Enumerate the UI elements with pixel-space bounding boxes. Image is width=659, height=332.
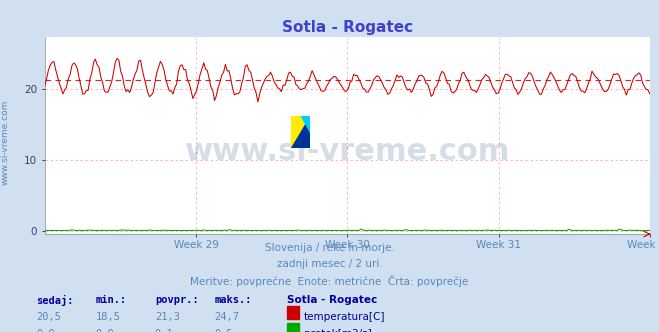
Text: 0,0: 0,0 (36, 329, 55, 332)
Text: 0,1: 0,1 (155, 329, 173, 332)
Text: zadnji mesec / 2 uri.: zadnji mesec / 2 uri. (277, 259, 382, 269)
Text: 24,7: 24,7 (214, 312, 239, 322)
Polygon shape (291, 116, 310, 148)
Text: maks.:: maks.: (214, 295, 252, 305)
Text: www.si-vreme.com: www.si-vreme.com (1, 100, 10, 186)
Text: 0,0: 0,0 (96, 329, 114, 332)
Title: Sotla - Rogatec: Sotla - Rogatec (282, 20, 413, 35)
Polygon shape (291, 116, 310, 148)
Text: 0,5: 0,5 (214, 329, 233, 332)
Polygon shape (301, 116, 310, 132)
Text: sedaj:: sedaj: (36, 295, 74, 306)
Text: 18,5: 18,5 (96, 312, 121, 322)
Text: Slovenija / reke in morje.: Slovenija / reke in morje. (264, 243, 395, 253)
Text: Meritve: povprečne  Enote: metrične  Črta: povprečje: Meritve: povprečne Enote: metrične Črta:… (190, 275, 469, 287)
Text: Sotla - Rogatec: Sotla - Rogatec (287, 295, 377, 305)
Text: 20,5: 20,5 (36, 312, 61, 322)
Text: min.:: min.: (96, 295, 127, 305)
Text: povpr.:: povpr.: (155, 295, 198, 305)
Text: pretok[m3/s]: pretok[m3/s] (304, 329, 372, 332)
Text: 21,3: 21,3 (155, 312, 180, 322)
Text: www.si-vreme.com: www.si-vreme.com (185, 136, 510, 166)
Text: temperatura[C]: temperatura[C] (304, 312, 386, 322)
